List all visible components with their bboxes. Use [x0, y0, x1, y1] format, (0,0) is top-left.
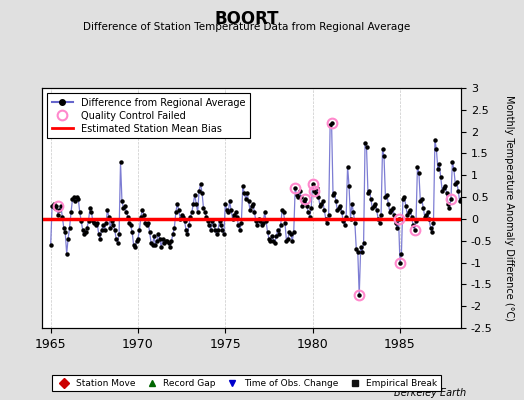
Legend: Station Move, Record Gap, Time of Obs. Change, Empirical Break: Station Move, Record Gap, Time of Obs. C… — [51, 375, 441, 392]
Text: Difference of Station Temperature Data from Regional Average: Difference of Station Temperature Data f… — [83, 22, 410, 32]
Y-axis label: Monthly Temperature Anomaly Difference (°C): Monthly Temperature Anomaly Difference (… — [504, 95, 514, 321]
Text: Berkeley Earth: Berkeley Earth — [394, 388, 466, 398]
Legend: Difference from Regional Average, Quality Control Failed, Estimated Station Mean: Difference from Regional Average, Qualit… — [47, 93, 250, 138]
Text: BOORT: BOORT — [214, 10, 279, 28]
